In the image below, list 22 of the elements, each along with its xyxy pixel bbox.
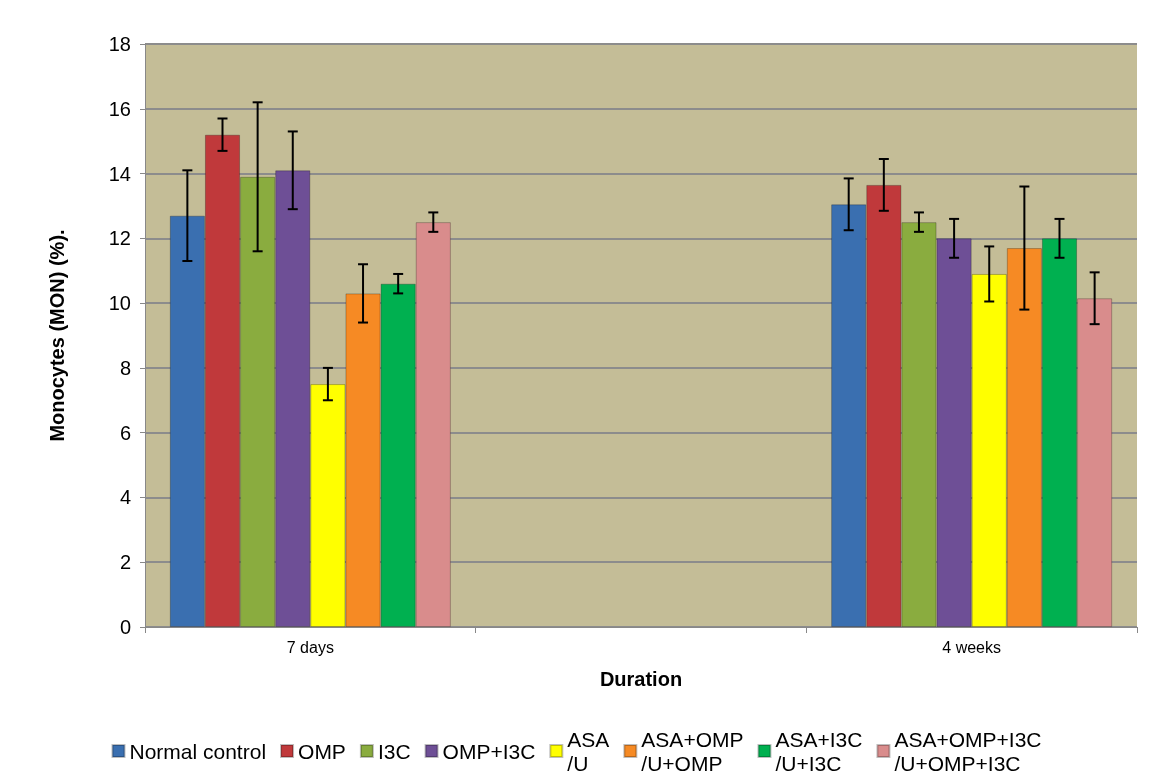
y-tick-label: 16	[108, 97, 131, 120]
y-tick-label: 14	[108, 162, 131, 185]
y-tick-label: 18	[108, 33, 131, 55]
y-tick-label: 2	[119, 551, 131, 574]
legend-label: ASA+OMP /U+OMP	[641, 727, 744, 775]
legend-label: OMP	[298, 739, 346, 763]
y-tick-label: 10	[108, 292, 131, 315]
legend-label: ASA+I3C /U+I3C	[775, 727, 863, 775]
x-tick-label: 7 days	[286, 638, 334, 656]
y-axis-title: Monocytes (MON) (%).	[46, 229, 68, 442]
y-tick-label: 12	[108, 227, 131, 250]
legend-label: OMP+I3C	[442, 739, 536, 763]
x-tick-label: 4 weeks	[942, 638, 1002, 656]
x-axis-title: Duration	[599, 668, 683, 690]
legend-label: Normal control	[129, 739, 267, 763]
legend-label: ASA /U	[567, 727, 610, 775]
legend-label: ASA+OMP+I3C /U+OMP+I3C	[894, 727, 1042, 775]
y-tick-label: 4	[119, 486, 131, 509]
y-tick-label: 8	[119, 356, 131, 379]
y-tick-label: 6	[119, 421, 131, 444]
legend-label: I3C	[377, 739, 411, 763]
y-tick-label: 0	[119, 616, 131, 638]
